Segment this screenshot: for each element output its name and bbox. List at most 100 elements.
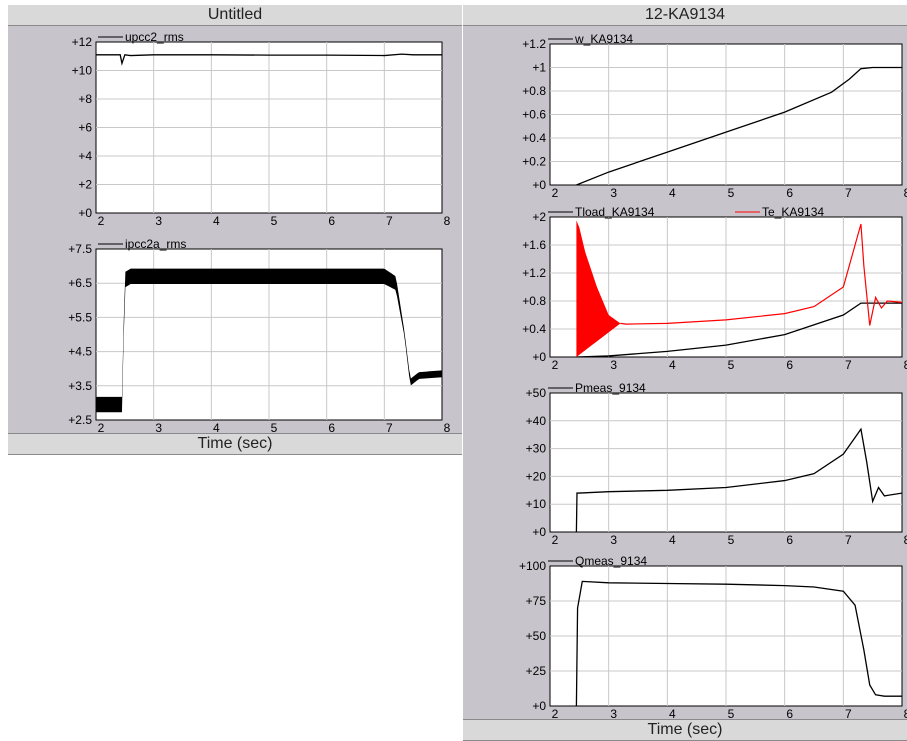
x-tick-label: 8: [444, 421, 451, 435]
x-tick-label: 3: [155, 214, 162, 228]
y-tick-label: +1.2: [522, 37, 546, 51]
y-tick-label: +0: [532, 525, 546, 539]
y-tick-label: +100: [519, 559, 546, 573]
y-tick-label: +4: [78, 149, 92, 163]
y-tick-label: +2: [78, 178, 92, 192]
series-line: [575, 580, 902, 706]
legend-label: Te_KA9134: [762, 205, 824, 219]
y-tick-label: +10: [72, 64, 93, 78]
chart-torque: +0 +0.4 +0.8 +1.2 +1.6 +2 2 3 4 5 6 7 8 Tload_KA9134 T…: [522, 205, 907, 372]
chart-upcc2: +0 +2 +4 +6 +8 +10 +12 2 3 4 5 6 7 8 upcc2_rms: [72, 30, 451, 228]
y-tick-label: +10: [526, 497, 547, 511]
legend-label: w_KA9134: [574, 32, 633, 46]
series-oscillation: [576, 220, 621, 357]
y-tick-label: +5.5: [68, 310, 92, 324]
y-tick-label: +50: [526, 629, 547, 643]
x-tick-label: 3: [610, 533, 617, 547]
chart-pmeas: +0 +10 +20 +30 +40 +50 2 3 4 5 6 7 8 Pmeas_9134: [526, 381, 907, 547]
left-window-title: Untitled: [8, 5, 462, 26]
x-tick-label: 7: [845, 533, 852, 547]
y-tick-label: +2.5: [68, 413, 92, 427]
x-tick-label: 5: [271, 214, 278, 228]
y-tick-label: +0.8: [522, 294, 546, 308]
x-tick-label: 8: [904, 358, 907, 372]
x-tick-label: 7: [386, 214, 393, 228]
x-tick-label: 5: [728, 533, 735, 547]
x-tick-label: 4: [669, 358, 676, 372]
y-tick-label: +3.5: [68, 379, 92, 393]
x-tick-label: 6: [786, 533, 793, 547]
x-tick-label: 7: [386, 421, 393, 435]
x-tick-label: 8: [904, 186, 907, 200]
x-tick-label: 3: [610, 707, 617, 721]
y-tick-label: +2: [532, 210, 546, 224]
x-tick-label: 4: [669, 533, 676, 547]
x-tick-label: 6: [328, 421, 335, 435]
y-tick-label: +12: [72, 35, 93, 49]
series-line: [575, 427, 902, 532]
series-Qmeas_9134: [575, 580, 902, 706]
series-line: [96, 53, 442, 66]
series-Tload_KA9134: [576, 302, 902, 357]
x-tick-label: 6: [328, 214, 335, 228]
y-tick-label: +30: [526, 442, 547, 456]
series-line: [620, 223, 902, 326]
chart-qmeas: +0 +25 +50 +75 +100 2 3 4 5 6 7 8 Qmeas_9134: [519, 554, 907, 721]
x-tick-label: 3: [610, 358, 617, 372]
x-tick-label: 4: [669, 186, 676, 200]
series-w_KA9134: [576, 66, 902, 185]
y-tick-label: +1.2: [522, 266, 546, 280]
y-tick-label: +7.5: [68, 242, 92, 256]
series-band: [96, 268, 442, 413]
y-tick-label: +0.2: [522, 155, 546, 169]
x-tick-label: 5: [271, 421, 278, 435]
legend-label: Pmeas_9134: [575, 381, 646, 395]
series-line: [576, 302, 902, 357]
y-tick-label: +50: [526, 386, 547, 400]
x-tick-label: 7: [845, 358, 852, 372]
chart-ipcc2a: +2.5 +3.5 +4.5 +5.5 +6.5 +7.5 2 3 4 5 6 7 8 ipcc2a_rm…: [68, 237, 450, 435]
y-tick-label: +0.4: [522, 322, 546, 336]
legend-label: upcc2_rms: [125, 30, 184, 44]
x-tick-label: 2: [98, 214, 105, 228]
x-tick-label: 7: [845, 186, 852, 200]
x-tick-label: 8: [904, 707, 907, 721]
y-tick-label: +1.6: [522, 238, 546, 252]
x-tick-label: 2: [552, 707, 559, 721]
y-tick-label: +8: [78, 92, 92, 106]
x-tick-label: 2: [98, 421, 105, 435]
y-tick-label: +0.8: [522, 84, 546, 98]
x-tick-label: 6: [786, 358, 793, 372]
x-tick-label: 8: [444, 214, 451, 228]
right-window-title: 12-KA9134: [463, 5, 907, 26]
series-upcc2_rms: [96, 53, 442, 66]
y-tick-label: +6.5: [68, 276, 92, 290]
x-tick-label: 6: [786, 707, 793, 721]
legend-label: ipcc2a_rms: [125, 237, 186, 251]
x-tick-label: 4: [669, 707, 676, 721]
series-Te_KA9134: [576, 220, 902, 357]
y-tick-label: +0: [532, 699, 546, 713]
y-tick-label: +6: [78, 121, 92, 135]
y-tick-label: +40: [526, 414, 547, 428]
y-tick-label: +1: [532, 61, 546, 75]
x-tick-label: 3: [155, 421, 162, 435]
y-tick-label: +75: [526, 594, 547, 608]
x-tick-label: 5: [728, 707, 735, 721]
x-tick-label: 2: [552, 358, 559, 372]
x-tick-label: 7: [845, 707, 852, 721]
x-tick-label: 6: [786, 186, 793, 200]
legend-label: Tload_KA9134: [575, 205, 655, 219]
x-tick-label: 5: [728, 358, 735, 372]
x-tick-label: 3: [610, 186, 617, 200]
y-tick-label: +0: [532, 178, 546, 192]
x-tick-label: 2: [552, 186, 559, 200]
chart-w: +0 +0.2 +0.4 +0.6 +0.8 +1 +1.2 2 3 4 5 6 7 8 w_KA9134: [522, 32, 907, 200]
series-ipcc2a_rms: [96, 268, 442, 413]
x-tick-label: 5: [728, 186, 735, 200]
series-line: [576, 66, 902, 185]
x-tick-label: 8: [904, 533, 907, 547]
left-time-axis-label: Time (sec): [8, 433, 462, 455]
y-tick-label: +0: [78, 206, 92, 220]
